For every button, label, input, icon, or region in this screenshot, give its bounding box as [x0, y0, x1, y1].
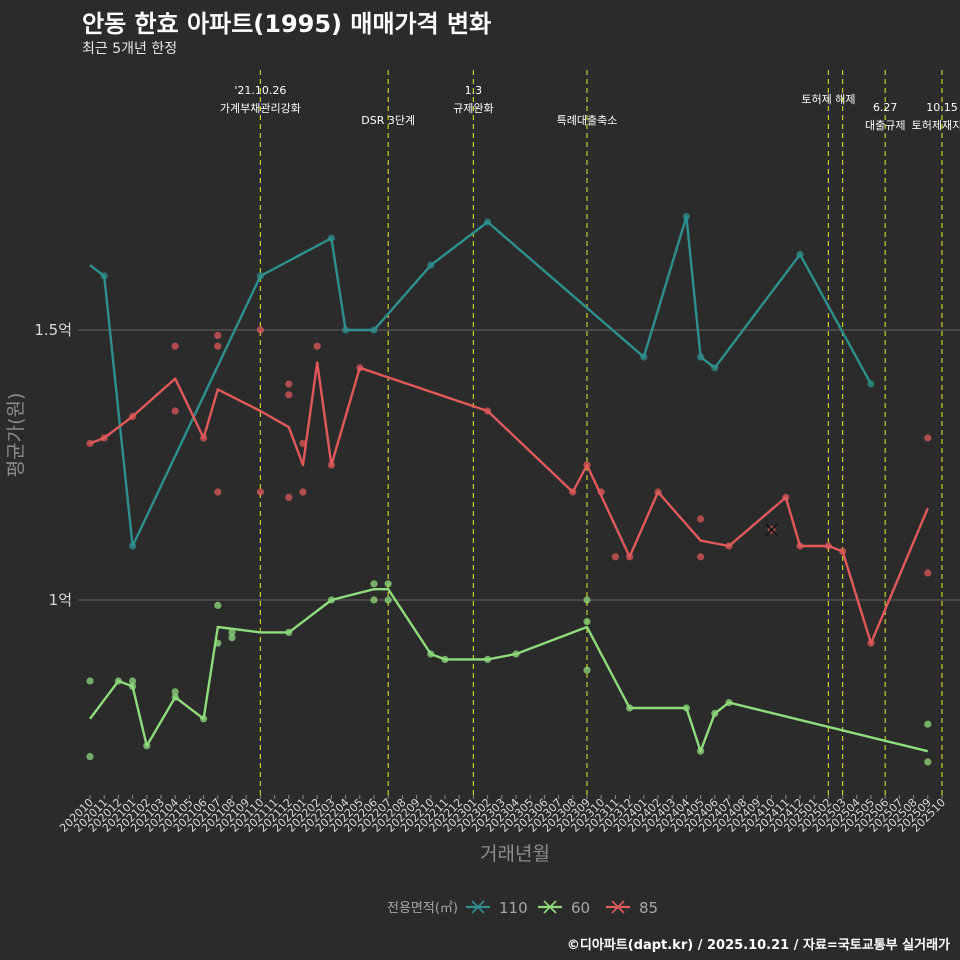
legend-label-85: 85 [639, 899, 658, 917]
series-line-60 [89, 588, 929, 753]
data-point-85 [924, 569, 932, 577]
event-label: 토허제재지정 [912, 119, 960, 132]
data-point-60 [924, 720, 932, 728]
event-label: 1.3 [465, 84, 483, 97]
x-axis-title: 거래년월 [480, 843, 550, 865]
data-point-85 [171, 342, 179, 350]
legend-key-60 [543, 900, 557, 914]
data-point-85 [285, 493, 293, 501]
event-label: '21.10.26 [234, 84, 286, 97]
event-label: 특례대출축소 [557, 114, 618, 127]
data-point-60 [370, 580, 378, 588]
event-label: 가계부채관리강화 [220, 102, 301, 115]
data-point-60 [583, 666, 591, 674]
data-point-85 [214, 488, 222, 496]
series-line-110 [89, 215, 873, 548]
legend-label-60: 60 [571, 899, 590, 917]
series-line-85 [89, 361, 929, 645]
data-point-60 [384, 580, 392, 588]
data-point-60 [129, 677, 137, 685]
data-point-85 [285, 391, 293, 399]
data-point-85 [256, 488, 264, 496]
data-point-85 [256, 326, 264, 334]
legend-label-110: 110 [499, 899, 528, 917]
event-label: DSR 3단계 [361, 114, 415, 127]
chart-title: 안동 한효 아파트(1995) 매매가격 변화 [82, 10, 492, 38]
grid-lines [78, 329, 960, 601]
data-point-85 [313, 342, 321, 350]
legend-key-85 [611, 900, 625, 914]
data-point-85 [697, 553, 705, 561]
data-point-60 [171, 688, 179, 696]
data-point-60 [228, 634, 236, 642]
data-point-85 [285, 380, 293, 388]
highlight-cross [765, 523, 779, 537]
data-point-60 [86, 753, 94, 761]
x-axis-ticks: 2020102020112020122021012021022021032021… [57, 795, 948, 835]
data-point-85 [171, 407, 179, 415]
event-label: 규제완화 [453, 102, 493, 115]
chart-subtitle: 최근 5개년 한정 [82, 41, 178, 57]
data-point-60 [86, 677, 94, 685]
y-tick-label: 1억 [49, 591, 72, 609]
y-tick-label: 1.5억 [34, 321, 72, 339]
legend: 전용면적(㎡) 110 60 85 [387, 899, 658, 917]
event-label: 토허제 해제 [801, 92, 855, 106]
data-point-85 [611, 553, 620, 561]
source-caption: ©디아파트(dapt.kr) / 2025.10.21 / 자료=국토교통부 실… [566, 938, 950, 953]
data-point-60 [214, 601, 222, 610]
data-point-60 [228, 628, 236, 637]
data-point-60 [583, 618, 591, 626]
y-axis-title: 평균가(원) [5, 393, 27, 478]
y-axis-ticks: 1억 1.5억 [34, 321, 72, 609]
event-label: 10.15 [926, 101, 958, 114]
data-point-85 [214, 331, 222, 339]
data-point-60 [384, 596, 392, 604]
legend-title: 전용면적(㎡) [387, 901, 458, 916]
data-point-85 [697, 515, 705, 523]
data-point-85 [214, 342, 222, 350]
legend-key-110 [471, 900, 485, 914]
data-point-85 [299, 488, 307, 496]
data-point-85 [924, 434, 932, 442]
event-label: 대출규제 [865, 119, 905, 132]
data-point-60 [583, 596, 591, 604]
data-series [86, 213, 932, 766]
event-label: 6.27 [873, 101, 898, 114]
data-point-60 [370, 596, 378, 604]
data-point-60 [924, 758, 932, 766]
